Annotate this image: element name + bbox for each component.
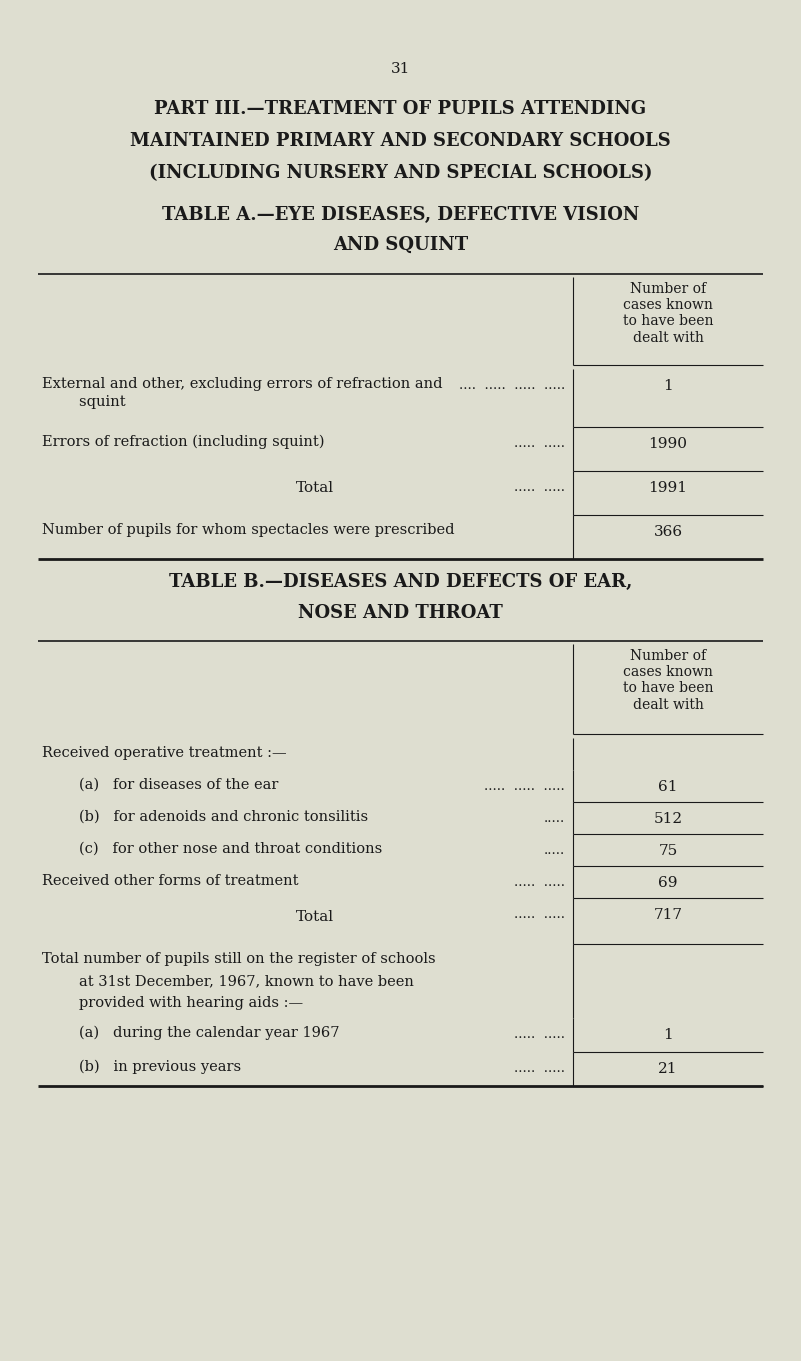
Text: 31: 31 [391,63,410,76]
Text: .....  .....: ..... ..... [514,437,565,450]
Text: .....: ..... [544,844,565,857]
Text: (b)   in previous years: (b) in previous years [42,1060,241,1074]
Text: (a)   for diseases of the ear: (a) for diseases of the ear [42,778,279,792]
Text: Received other forms of treatment: Received other forms of treatment [42,874,299,887]
Text: 717: 717 [654,908,682,921]
Text: Received operative treatment :—: Received operative treatment :— [42,746,287,759]
Text: External and other, excluding errors of refraction and: External and other, excluding errors of … [42,377,442,391]
Text: 1: 1 [663,1028,673,1043]
Text: AND SQUINT: AND SQUINT [333,235,468,255]
Text: 61: 61 [658,780,678,793]
Text: TABLE A.—EYE DISEASES, DEFECTIVE VISION: TABLE A.—EYE DISEASES, DEFECTIVE VISION [162,206,639,225]
Text: 366: 366 [654,525,682,539]
Text: TABLE B.—DISEASES AND DEFECTS OF EAR,: TABLE B.—DISEASES AND DEFECTS OF EAR, [169,573,632,591]
Text: 75: 75 [658,844,678,857]
Text: .....  .....: ..... ..... [514,480,565,494]
Text: .....  .....: ..... ..... [514,876,565,889]
Text: Total: Total [296,480,334,495]
Text: Number of
cases known
to have been
dealt with: Number of cases known to have been dealt… [622,282,713,344]
Text: (a)   during the calendar year 1967: (a) during the calendar year 1967 [42,1026,340,1040]
Text: at 31st December, 1967, known to have been: at 31st December, 1967, known to have be… [42,974,414,988]
Text: (INCLUDING NURSERY AND SPECIAL SCHOOLS): (INCLUDING NURSERY AND SPECIAL SCHOOLS) [149,163,652,182]
Text: 21: 21 [658,1062,678,1077]
Text: .....: ..... [544,813,565,825]
Text: MAINTAINED PRIMARY AND SECONDARY SCHOOLS: MAINTAINED PRIMARY AND SECONDARY SCHOOLS [130,132,671,150]
Text: 1: 1 [663,378,673,393]
Text: Total number of pupils still on the register of schools: Total number of pupils still on the regi… [42,951,436,966]
Text: (c)   for other nose and throat conditions: (c) for other nose and throat conditions [42,842,382,856]
Text: Errors of refraction (including squint): Errors of refraction (including squint) [42,436,324,449]
Text: 1990: 1990 [649,437,687,450]
Text: provided with hearing aids :—: provided with hearing aids :— [42,996,303,1010]
Text: squint: squint [42,395,126,410]
Text: (b)   for adenoids and chronic tonsilitis: (b) for adenoids and chronic tonsilitis [42,810,368,823]
Text: Number of pupils for whom spectacles were prescribed: Number of pupils for whom spectacles wer… [42,523,454,538]
Text: 1991: 1991 [649,480,687,495]
Text: NOSE AND THROAT: NOSE AND THROAT [298,604,503,622]
Text: .....  .....: ..... ..... [514,1028,565,1041]
Text: .....  .....: ..... ..... [514,908,565,921]
Text: 512: 512 [654,813,682,826]
Text: ....  .....  .....  .....: .... ..... ..... ..... [459,378,565,392]
Text: Total: Total [296,911,334,924]
Text: Number of
cases known
to have been
dealt with: Number of cases known to have been dealt… [622,649,713,712]
Text: .....  .....  .....: ..... ..... ..... [485,780,565,793]
Text: 69: 69 [658,876,678,890]
Text: .....  .....: ..... ..... [514,1062,565,1075]
Text: PART III.—TREATMENT OF PUPILS ATTENDING: PART III.—TREATMENT OF PUPILS ATTENDING [155,99,646,118]
